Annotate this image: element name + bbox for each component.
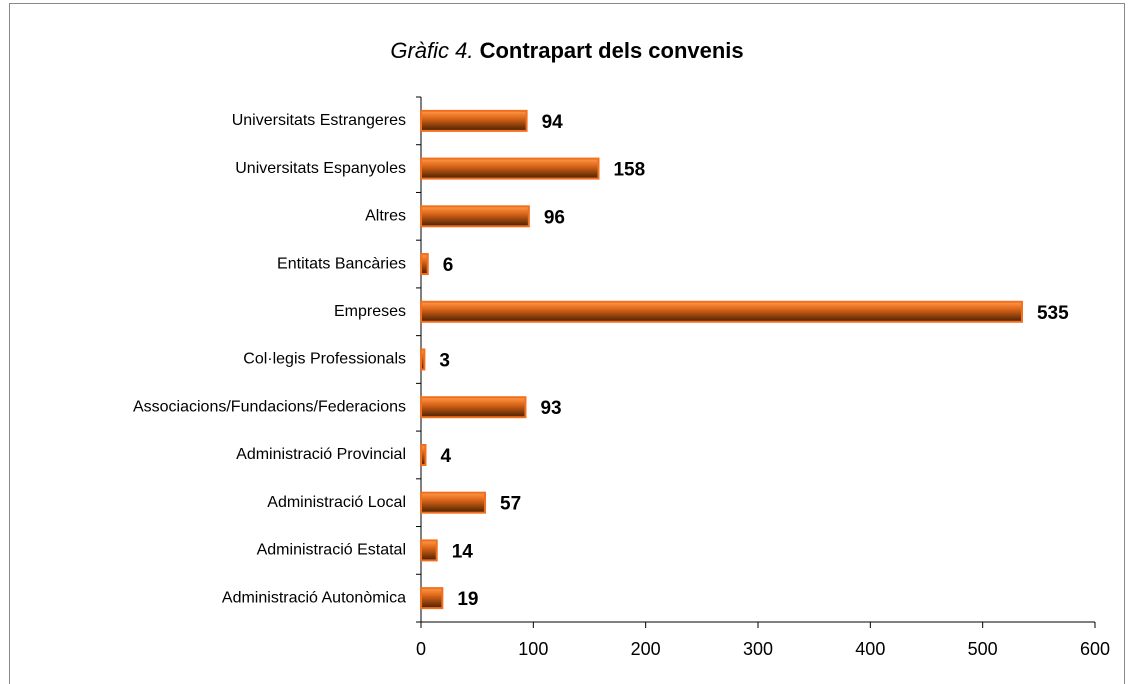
- value-label: 6: [443, 255, 454, 276]
- title-text: Contrapart dels convenis: [480, 38, 744, 63]
- x-tick-label: 500: [968, 639, 998, 659]
- x-tick-label: 300: [743, 639, 773, 659]
- y-tick-label: Entitats Bancàries: [277, 255, 406, 272]
- value-label: 4: [440, 446, 451, 467]
- y-tick-label: Universitats Estrangeres: [232, 112, 406, 129]
- x-tick-label: 600: [1080, 639, 1110, 659]
- value-label: 158: [613, 160, 645, 181]
- y-tick-label: Administració Local: [267, 494, 406, 511]
- value-label: 57: [500, 494, 521, 515]
- bar: [420, 539, 438, 562]
- y-tick-label: Universitats Espanyoles: [235, 160, 406, 177]
- value-label: 14: [452, 541, 474, 562]
- bar: [420, 157, 600, 180]
- y-tick-label: Altres: [365, 208, 406, 225]
- title-number: Gràfic 4.: [390, 38, 473, 63]
- value-label: 96: [544, 207, 565, 228]
- y-tick-label: Col·legis Professionals: [243, 351, 406, 368]
- y-tick-label: Administració Provincial: [236, 446, 406, 463]
- bar: [420, 253, 429, 276]
- bar: [420, 491, 487, 514]
- x-tick-label: 0: [416, 639, 426, 659]
- x-tick-label: 400: [855, 639, 885, 659]
- y-tick-label: Administració Estatal: [257, 542, 406, 559]
- value-label: 93: [540, 398, 561, 419]
- y-tick-label: Empreses: [334, 303, 406, 320]
- bar: [420, 396, 527, 419]
- x-tick-label: 200: [631, 639, 661, 659]
- value-label: 19: [457, 589, 478, 610]
- value-label: 3: [439, 351, 450, 372]
- bar: [420, 300, 1023, 323]
- bar: [420, 109, 528, 132]
- bar: [420, 348, 426, 371]
- bar: [420, 205, 530, 228]
- bar: [420, 443, 427, 466]
- y-tick-label: Associacions/Fundacions/Federacions: [133, 398, 406, 415]
- y-tick-label: Administració Autonòmica: [222, 589, 406, 606]
- chart-title: Gràfic 4. Contrapart dels convenis: [390, 38, 743, 63]
- x-tick-label: 100: [518, 639, 548, 659]
- value-label: 535: [1037, 303, 1069, 324]
- bar: [420, 587, 444, 610]
- value-label: 94: [542, 112, 564, 133]
- frame: [9, 3, 1125, 684]
